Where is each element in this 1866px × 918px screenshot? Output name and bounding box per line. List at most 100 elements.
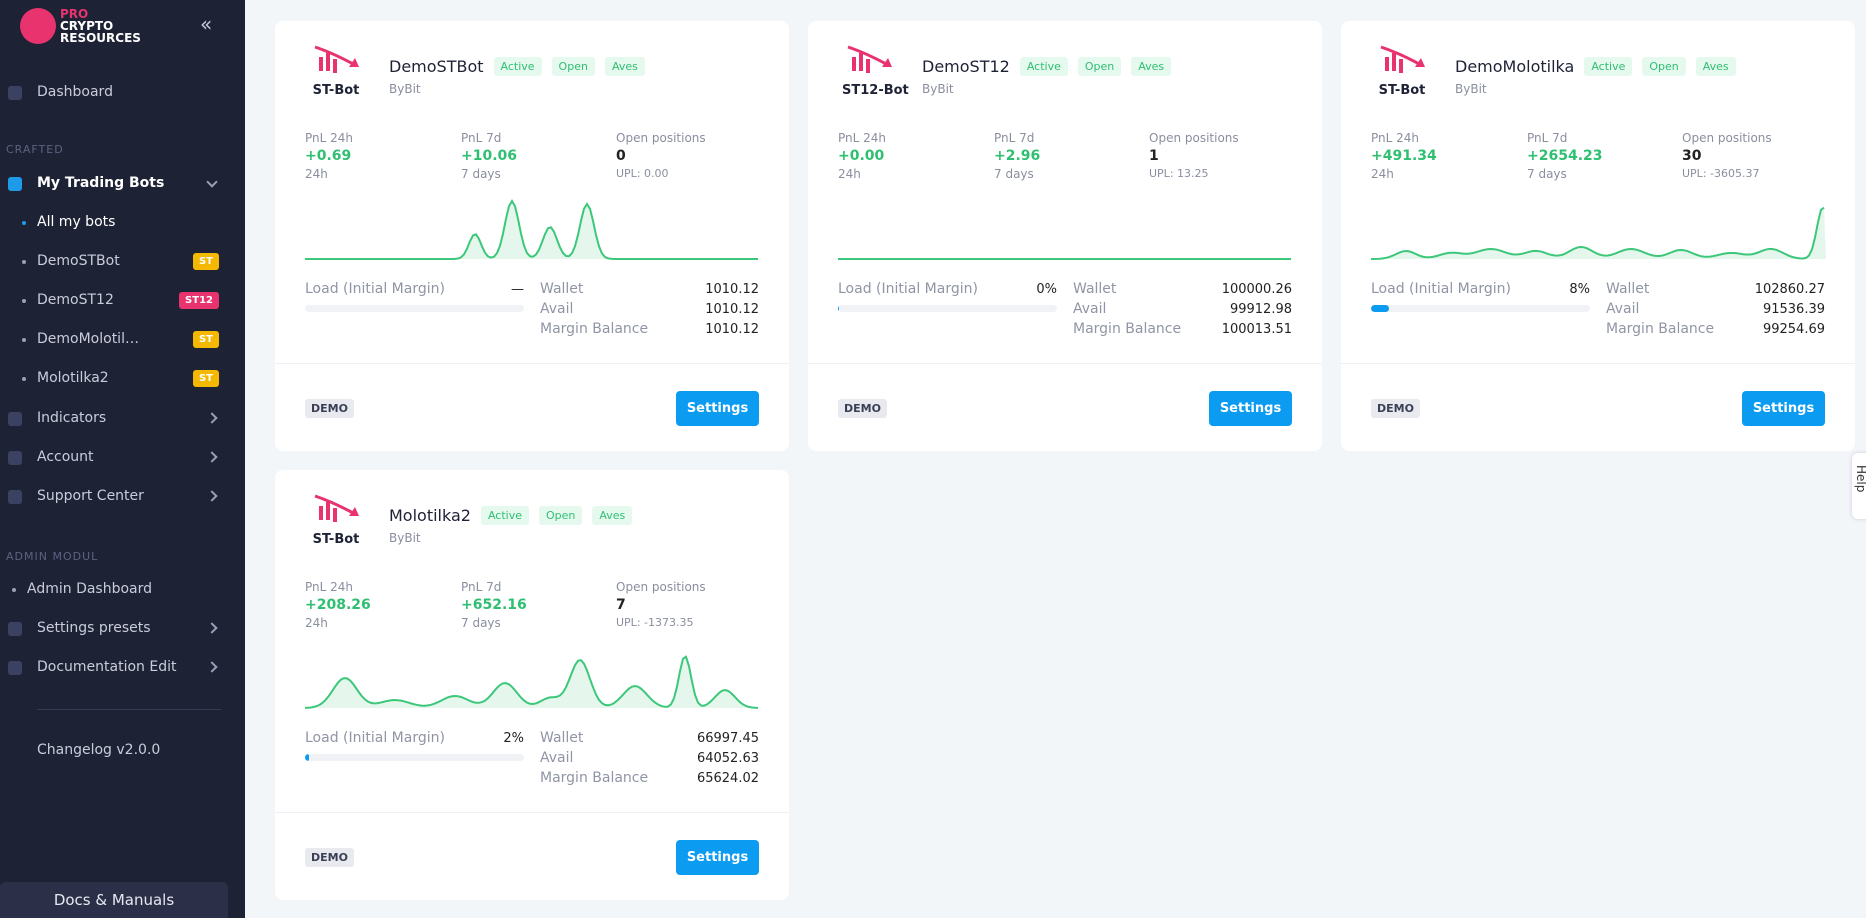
stat-label: PnL 7d [461, 131, 502, 145]
bullet [12, 588, 16, 592]
exchange: ByBit [922, 82, 954, 96]
logo-text: ST-Bot [312, 83, 360, 98]
logo-graphic [847, 45, 892, 73]
balance-value: 91536.39 [1762, 302, 1825, 317]
stat-sub: 24h [1371, 167, 1394, 181]
chevron [206, 451, 218, 463]
logo-icon [20, 8, 56, 44]
bullet [22, 260, 26, 264]
bot-name: DemoST12 [922, 57, 1010, 76]
stat-sub: 24h [305, 616, 328, 630]
status-tag: Active [480, 506, 529, 525]
logo-text: ST-Bot [312, 532, 360, 547]
menu-item[interactable]: DemoST12 [37, 292, 114, 308]
menu-item[interactable]: Molotilka2 [37, 370, 109, 386]
menu-item[interactable]: Documentation Edit [37, 659, 177, 675]
header: DemoST12 Active Open Aves [922, 57, 1172, 76]
balance-value: 64052.63 [696, 751, 759, 766]
divider [275, 812, 789, 813]
brand-line: CRYPTO [60, 19, 114, 33]
sidebar: PRO CRYPTO RESOURCES « Dashboard CRAFTED… [0, 0, 245, 918]
menu-item[interactable]: Support Center [37, 488, 144, 504]
stat-label: PnL 7d [1527, 131, 1568, 145]
load-bar [1371, 305, 1590, 312]
balance-value: 1010.12 [705, 282, 759, 297]
load-fill [1371, 305, 1389, 312]
sparkline-svg [305, 199, 760, 260]
stat-label: Open positions [616, 580, 706, 594]
balance-label: Wallet [1073, 281, 1117, 297]
upl: UPL: -1373.35 [616, 616, 694, 629]
settings-button[interactable]: Settings [676, 840, 759, 875]
status-tag: Open [539, 506, 583, 525]
menu-item[interactable]: All my bots [37, 214, 116, 230]
status-tag: Aves [592, 506, 633, 525]
sparkline-area [1371, 207, 1826, 259]
help-tab[interactable]: Help [1852, 453, 1866, 519]
logo-graphic [314, 494, 359, 522]
stat-label: PnL 24h [838, 131, 887, 145]
menu-item[interactable]: Admin Dashboard [27, 581, 153, 597]
chevron [206, 412, 218, 424]
stat-value: 1 [1149, 148, 1159, 164]
bot-logo: ST-Bot [309, 492, 363, 548]
load-label: Load (Initial Margin) [305, 281, 445, 297]
balance-label: Margin Balance [1606, 321, 1715, 337]
mode-tag: DEMO [305, 848, 354, 867]
status-tag: Active [493, 57, 542, 76]
balance-label: Wallet [540, 281, 584, 297]
menu-item[interactable]: Indicators [37, 410, 107, 426]
mode-tag: DEMO [838, 399, 887, 418]
menu-item[interactable]: DemoMolotil… [37, 331, 139, 347]
settings-button[interactable]: Settings [676, 391, 759, 426]
settings-button[interactable]: Settings [1209, 391, 1292, 426]
menu-item[interactable]: Changelog v2.0.0 [37, 742, 161, 758]
bot-card: ST-Bot DemoSTBot Active Open Aves ByBit PnL 24… [275, 21, 789, 451]
header: DemoSTBot Active Open Aves [389, 57, 645, 76]
icon [8, 177, 22, 191]
header: Molotilka2 Active Open Aves [389, 506, 633, 525]
stat-value: 0 [616, 148, 626, 164]
sparkline-svg [304, 655, 760, 709]
badge: ST [192, 253, 219, 270]
load-bar [838, 305, 1057, 312]
stat-value: +0.69 [305, 148, 352, 164]
balance-value: 99912.98 [1229, 302, 1292, 317]
stat-value: +2.96 [994, 148, 1041, 164]
divider [808, 363, 1322, 364]
menu-item[interactable]: DemoSTBot [37, 253, 120, 269]
bot-logo: ST12-Bot [842, 43, 909, 99]
balance-label: Avail [1073, 301, 1107, 317]
stat-value: +208.26 [305, 597, 371, 613]
status-tag: Active [1584, 57, 1633, 76]
settings-button[interactable]: Settings [1742, 391, 1825, 426]
bot-card: ST-Bot Molotilka2 Active Open Aves ByBit PnL 2… [275, 470, 789, 900]
menu-item[interactable]: Account [37, 449, 94, 465]
load-value: — [511, 282, 524, 297]
sparkline [838, 197, 1293, 262]
docs-button[interactable]: Docs & Manuals [0, 882, 228, 918]
balance-value: 1010.12 [705, 302, 759, 317]
load-value: 2% [503, 731, 524, 746]
status-tag: Open [1077, 57, 1122, 76]
stat-value: +0.00 [838, 148, 885, 164]
icon [8, 661, 22, 675]
stat-value: +491.34 [1371, 148, 1437, 164]
load-value: 8% [1569, 282, 1590, 297]
stat-sub: 7 days [1527, 167, 1567, 181]
sparkline-svg [1371, 206, 1826, 260]
status-tag: Open [551, 57, 595, 76]
collapse-button[interactable]: « [200, 12, 213, 36]
stat-sub: 7 days [461, 167, 501, 181]
load-label: Load (Initial Margin) [838, 281, 978, 297]
header: DemoMolotilka Active Open Aves [1455, 57, 1736, 76]
icon [8, 622, 22, 636]
sparkline [305, 197, 760, 262]
menu-item[interactable]: My Trading Bots [37, 175, 165, 191]
menu-item[interactable]: Dashboard [37, 84, 113, 100]
menu-item[interactable]: Settings presets [37, 620, 151, 636]
logo-graphic [314, 45, 359, 73]
load-bar [305, 754, 524, 761]
sparkline-line [304, 655, 759, 709]
chevron [206, 661, 218, 673]
